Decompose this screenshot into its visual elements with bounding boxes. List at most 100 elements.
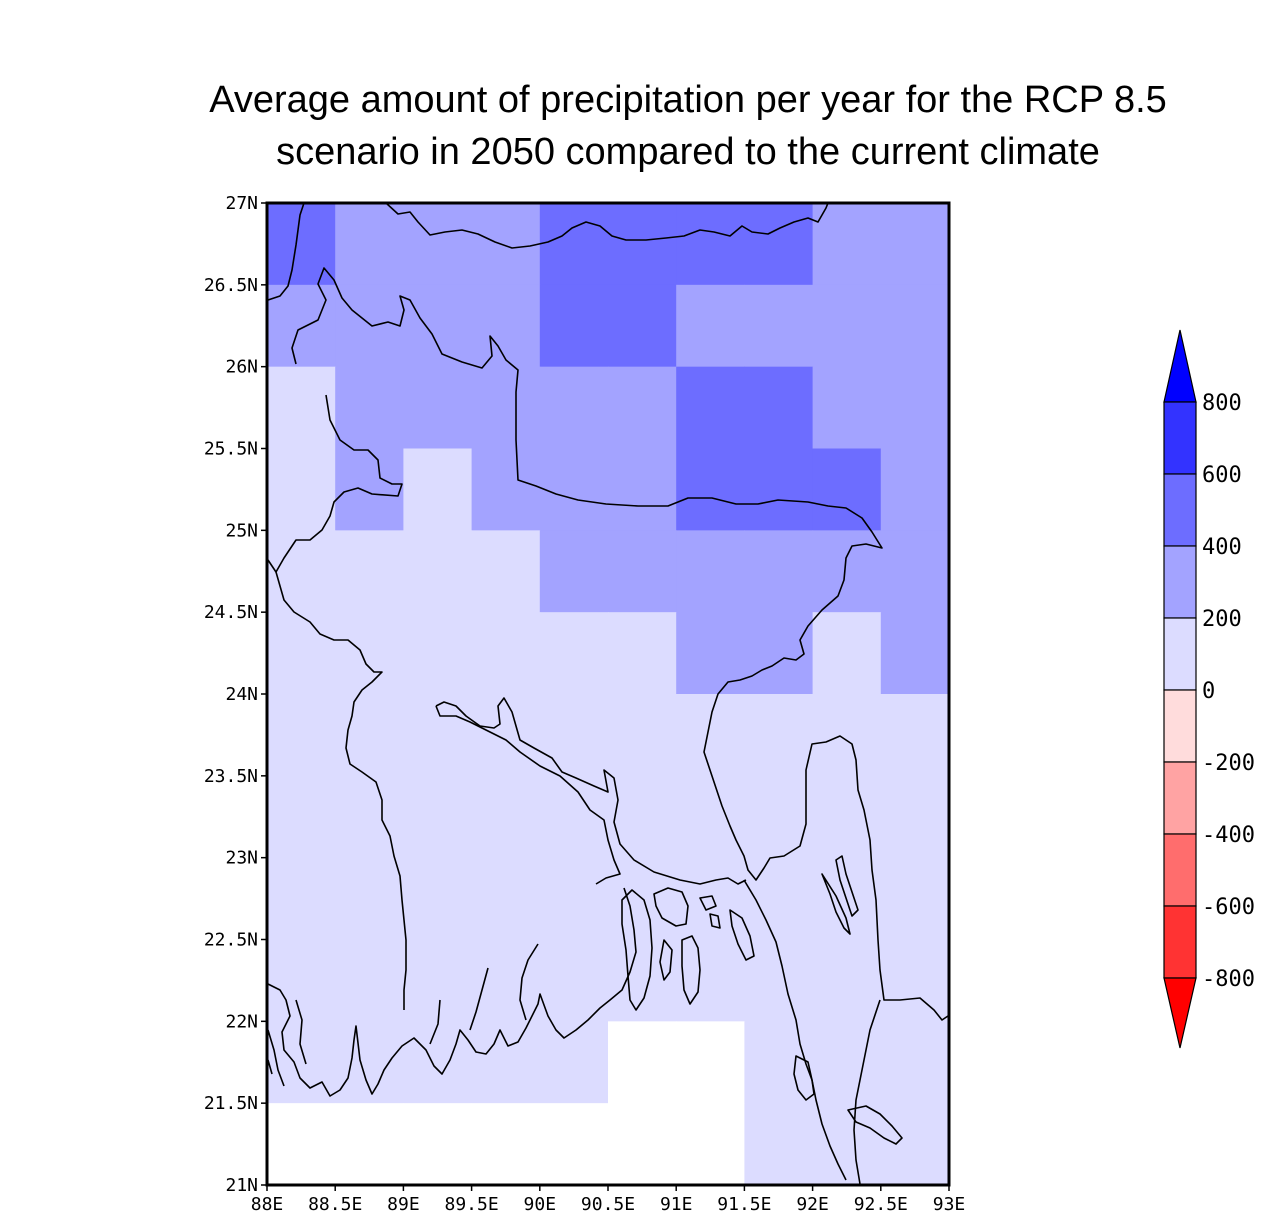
lon-tick-label: 91.5E [717, 1194, 771, 1215]
grid-cell [539, 366, 609, 449]
grid-cell [880, 448, 950, 531]
grid-cell [812, 1021, 882, 1104]
colorbar-swatch [1163, 761, 1197, 835]
grid-cell [608, 775, 677, 859]
grid-cell [539, 203, 609, 286]
grid-cell [267, 775, 336, 859]
grid-cell [403, 857, 473, 940]
grid-cell [812, 694, 882, 777]
grid-cell [539, 1103, 609, 1186]
grid-cell [744, 203, 814, 286]
grid-cell [812, 448, 882, 531]
grid-cell [403, 203, 473, 286]
lat-tick-label: 22.5N [204, 930, 258, 951]
colorbar-swatch [1163, 905, 1197, 979]
coastline [847, 1105, 903, 1145]
lat-tick-label: 25N [225, 520, 258, 541]
lon-tick-label: 90.5E [581, 1194, 635, 1215]
coastline [729, 909, 755, 961]
grid-cell [812, 203, 882, 286]
colorbar-label: -400 [1202, 823, 1255, 848]
colorbar-top-arrow [1163, 329, 1197, 403]
lon-tick-label: 89E [387, 1194, 420, 1215]
coastline [435, 705, 621, 885]
grid-cell [880, 694, 950, 777]
grid-cell [608, 284, 677, 368]
grid-cell [267, 203, 336, 286]
lon-tick-label: 92E [796, 1194, 829, 1215]
grid-cell [676, 1103, 745, 1186]
grid-cell [676, 530, 745, 613]
lat-tick-label: 22N [225, 1011, 258, 1032]
grid-cell [335, 1021, 404, 1104]
grid-cell [608, 612, 677, 695]
grid-cell [267, 612, 336, 695]
grid-cell [539, 530, 609, 613]
grid-cell [880, 775, 950, 859]
lon-tick-label: 90E [524, 1194, 557, 1215]
colorbar-swatch [1163, 545, 1197, 619]
grid-cell [403, 1103, 473, 1186]
lon-tick-label: 91E [660, 1194, 693, 1215]
grid-cell [880, 1103, 950, 1186]
grid-cell [403, 448, 473, 531]
grid-cell [267, 366, 336, 449]
coastline [519, 943, 539, 1021]
grid-cell [676, 857, 745, 940]
colorbar-swatch [1163, 401, 1197, 475]
coastline [291, 267, 949, 1021]
grid-cell [676, 694, 745, 777]
grid-cell [471, 694, 541, 777]
grid-cell [676, 775, 745, 859]
grid-cell [812, 530, 882, 613]
grid-cell [335, 448, 404, 531]
grid-cell [471, 775, 541, 859]
grid-cell [471, 612, 541, 695]
grid-cell [676, 284, 745, 368]
grid-cell [880, 939, 950, 1022]
grid-cell [812, 939, 882, 1022]
coastline [699, 895, 717, 911]
grid-cell [676, 939, 745, 1022]
coastline [267, 1029, 285, 1087]
lat-tick-label: 26.5N [204, 275, 258, 296]
colorbar-label: -800 [1202, 967, 1255, 992]
grid-cell [403, 939, 473, 1022]
grid-cell [471, 857, 541, 940]
colorbar-label: 600 [1202, 463, 1242, 488]
colorbar-swatch [1163, 473, 1197, 547]
grid-cell [539, 612, 609, 695]
grid-cell [403, 530, 473, 613]
grid-cell [471, 284, 541, 368]
colorbar-label: 0 [1202, 679, 1215, 704]
coastline [267, 559, 277, 573]
title-line-1: Average amount of precipitation per year… [209, 79, 1167, 121]
grid-cell [880, 366, 950, 449]
lon-tick-label: 88E [251, 1194, 284, 1215]
grid-cell [608, 366, 677, 449]
coastline [821, 873, 851, 935]
grid-cell [744, 775, 814, 859]
grid-cell [744, 1021, 814, 1104]
coastline [385, 202, 829, 249]
lat-tick-label: 21.5N [204, 1093, 258, 1114]
coastline [435, 697, 747, 885]
grid-cell [676, 1021, 745, 1104]
grid-cell [539, 694, 609, 777]
grid-cell [403, 694, 473, 777]
grid-cell [608, 203, 677, 286]
grid-cell [880, 1021, 950, 1104]
coastline [267, 887, 637, 1097]
colorbar-swatch [1163, 617, 1197, 691]
grid-cells [267, 203, 950, 1186]
grid-cell [267, 939, 336, 1022]
grid-cell [880, 530, 950, 613]
grid-cell [335, 694, 404, 777]
coastline [275, 394, 407, 1010]
grid-cell [676, 448, 745, 531]
grid-cell [335, 1103, 404, 1186]
grid-cell [471, 939, 541, 1022]
grid-cell [676, 612, 745, 695]
grid-cell [335, 366, 404, 449]
grid-cell [880, 284, 950, 368]
